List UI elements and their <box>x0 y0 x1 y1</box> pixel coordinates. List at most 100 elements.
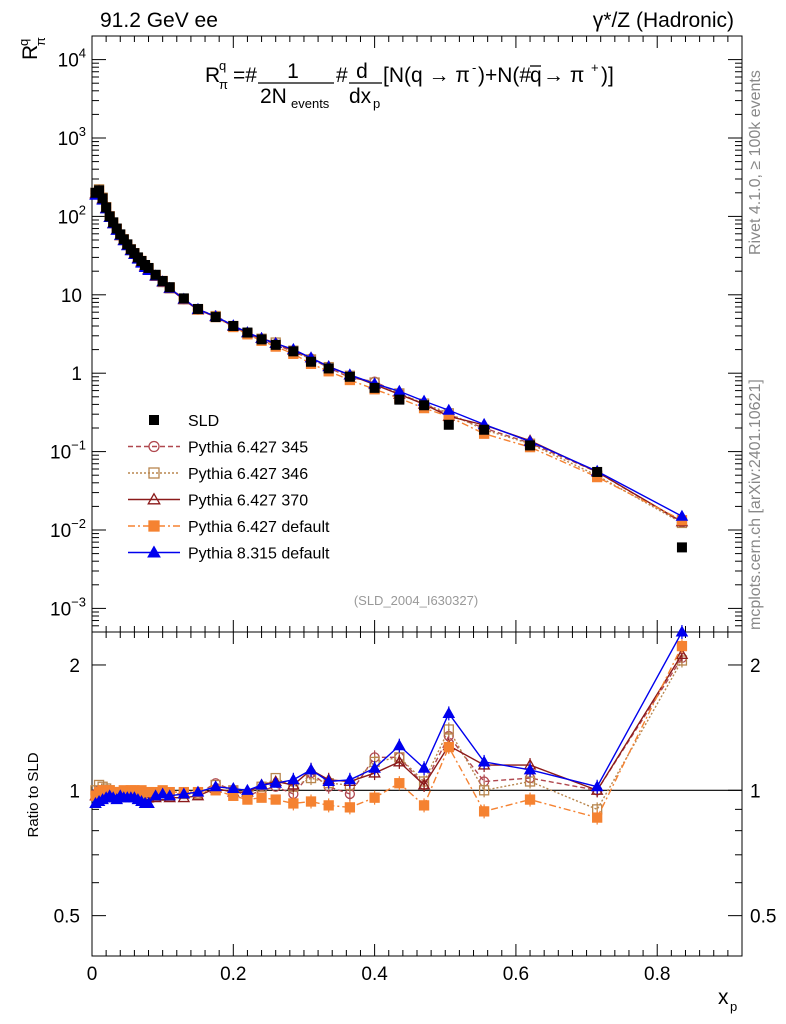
formula-lhs-subscript: π <box>219 77 228 92</box>
ratio-point <box>287 773 300 785</box>
ratio-point <box>418 800 430 811</box>
ratio-point <box>368 761 381 773</box>
ratio-point <box>322 775 335 787</box>
formula-numerator: 1 <box>287 60 299 83</box>
ratio-point <box>255 778 268 790</box>
data-point <box>192 303 203 314</box>
x-tick-label: 0 <box>87 964 98 985</box>
ratio-y-tick-label: 0.5 <box>54 907 80 928</box>
data-point <box>675 509 689 521</box>
data-point <box>164 282 175 293</box>
ratio-y-tick-label-right: 1 <box>750 781 761 802</box>
ratio-series-group <box>89 625 689 825</box>
ratio-point <box>590 780 604 792</box>
xlabel-base: x <box>718 986 729 1009</box>
legend-entry: Pythia 8.315 default <box>128 545 330 563</box>
legend: SLD Pythia 6.427 345 Pythia 6.427 346 Pythi… <box>128 413 330 563</box>
ratio-point <box>269 776 282 788</box>
x-tick-label: 0.6 <box>503 964 529 985</box>
data-point <box>419 400 430 411</box>
data-point <box>323 363 334 374</box>
legend-marker <box>147 545 161 558</box>
formula-lhs-superscript: q <box>219 58 226 73</box>
data-point <box>394 394 405 405</box>
ratio-point <box>523 763 537 775</box>
data-point <box>288 346 299 357</box>
ratio-point <box>478 785 490 796</box>
formula-lhs: R <box>205 64 220 87</box>
data-point <box>442 403 456 415</box>
ratio-point <box>443 741 454 753</box>
legend-marker <box>148 467 160 479</box>
xlabel-sub: p <box>730 999 737 1014</box>
data-point <box>178 293 189 304</box>
data-point <box>118 234 129 245</box>
ratio-point <box>343 773 357 785</box>
legend-label: Pythia 6.427 345 <box>188 440 308 457</box>
ratio-point <box>393 739 406 751</box>
formula-denominator: 2N <box>260 85 287 108</box>
ratio-point <box>142 796 155 808</box>
rivet-version-label: Rivet 4.1.0, ≥ 100k events <box>747 70 764 255</box>
data-point <box>256 334 267 345</box>
data-point <box>97 193 108 204</box>
data-point <box>306 356 317 367</box>
ratio-point <box>177 787 191 799</box>
formula-denominator-subscript: events <box>291 96 330 111</box>
legend-entry: Pythia 6.427 346 <box>128 466 308 483</box>
data-point <box>143 262 154 273</box>
legend-label: Pythia 8.315 default <box>188 546 330 563</box>
main-axis-ticks: 10−3 10−2 10−1 1 10 102 103 104 <box>50 35 742 633</box>
ratio-y-tick-label: 2 <box>69 656 80 677</box>
formula-close: )] <box>601 64 614 87</box>
ratio-point <box>524 794 536 805</box>
formula-arrow-pi: → π <box>543 64 584 87</box>
y-tick-label: 103 <box>58 124 86 150</box>
ratio-point <box>442 706 456 718</box>
ratio-point <box>394 778 405 789</box>
ratio-point <box>191 785 205 797</box>
ratio-point <box>305 796 317 807</box>
data-point <box>344 371 355 382</box>
data-point <box>94 185 105 196</box>
formula-dx-subscript: p <box>373 96 380 111</box>
ratio-point <box>304 763 318 775</box>
formula-plus-term: )+N(# <box>478 64 531 87</box>
formula-pi-minus: - <box>472 60 476 75</box>
legend-marker <box>149 415 159 425</box>
y-tick-label: 10−3 <box>50 594 86 620</box>
data-point <box>210 312 221 323</box>
ratio-point <box>478 806 490 817</box>
data-point <box>150 269 161 280</box>
formula-bracket-term: [N(q → π <box>383 64 470 87</box>
ratio-point <box>417 761 431 773</box>
legend-label: Pythia 6.427 346 <box>188 466 308 483</box>
legend-marker <box>147 492 161 505</box>
ratio-point <box>524 776 536 787</box>
formula-annotation: R q π =# 1 2N events # d dx p [N(q → π -… <box>205 58 614 111</box>
data-point <box>443 419 454 430</box>
formula-d: d <box>356 60 368 83</box>
ratio-axis-ticks: 0 0.2 0.4 0.6 0.8 0.5 0.5 1 1 2 2 <box>54 632 776 985</box>
ratio-ylabel: Ratio to SLD <box>25 752 42 837</box>
ratio-line <box>95 645 683 819</box>
ratio-point <box>256 792 267 803</box>
ratio-point <box>417 778 431 790</box>
ratio-y-tick-label-right: 0.5 <box>750 907 776 928</box>
legend-marker <box>148 440 160 453</box>
ratio-point <box>369 792 380 803</box>
data-point <box>157 275 168 286</box>
y-tick-label: 1 <box>71 364 82 385</box>
data-point <box>104 211 115 222</box>
data-point <box>592 466 603 477</box>
ratio-point <box>676 640 688 652</box>
ratio-point <box>675 647 689 659</box>
ratio-point <box>163 789 177 801</box>
y-tick-label: 104 <box>58 46 86 72</box>
y-tick-label: 10−2 <box>50 516 86 542</box>
data-point <box>270 339 281 350</box>
data-point <box>111 223 122 234</box>
data-point <box>479 424 490 435</box>
main-series-group <box>89 184 689 553</box>
